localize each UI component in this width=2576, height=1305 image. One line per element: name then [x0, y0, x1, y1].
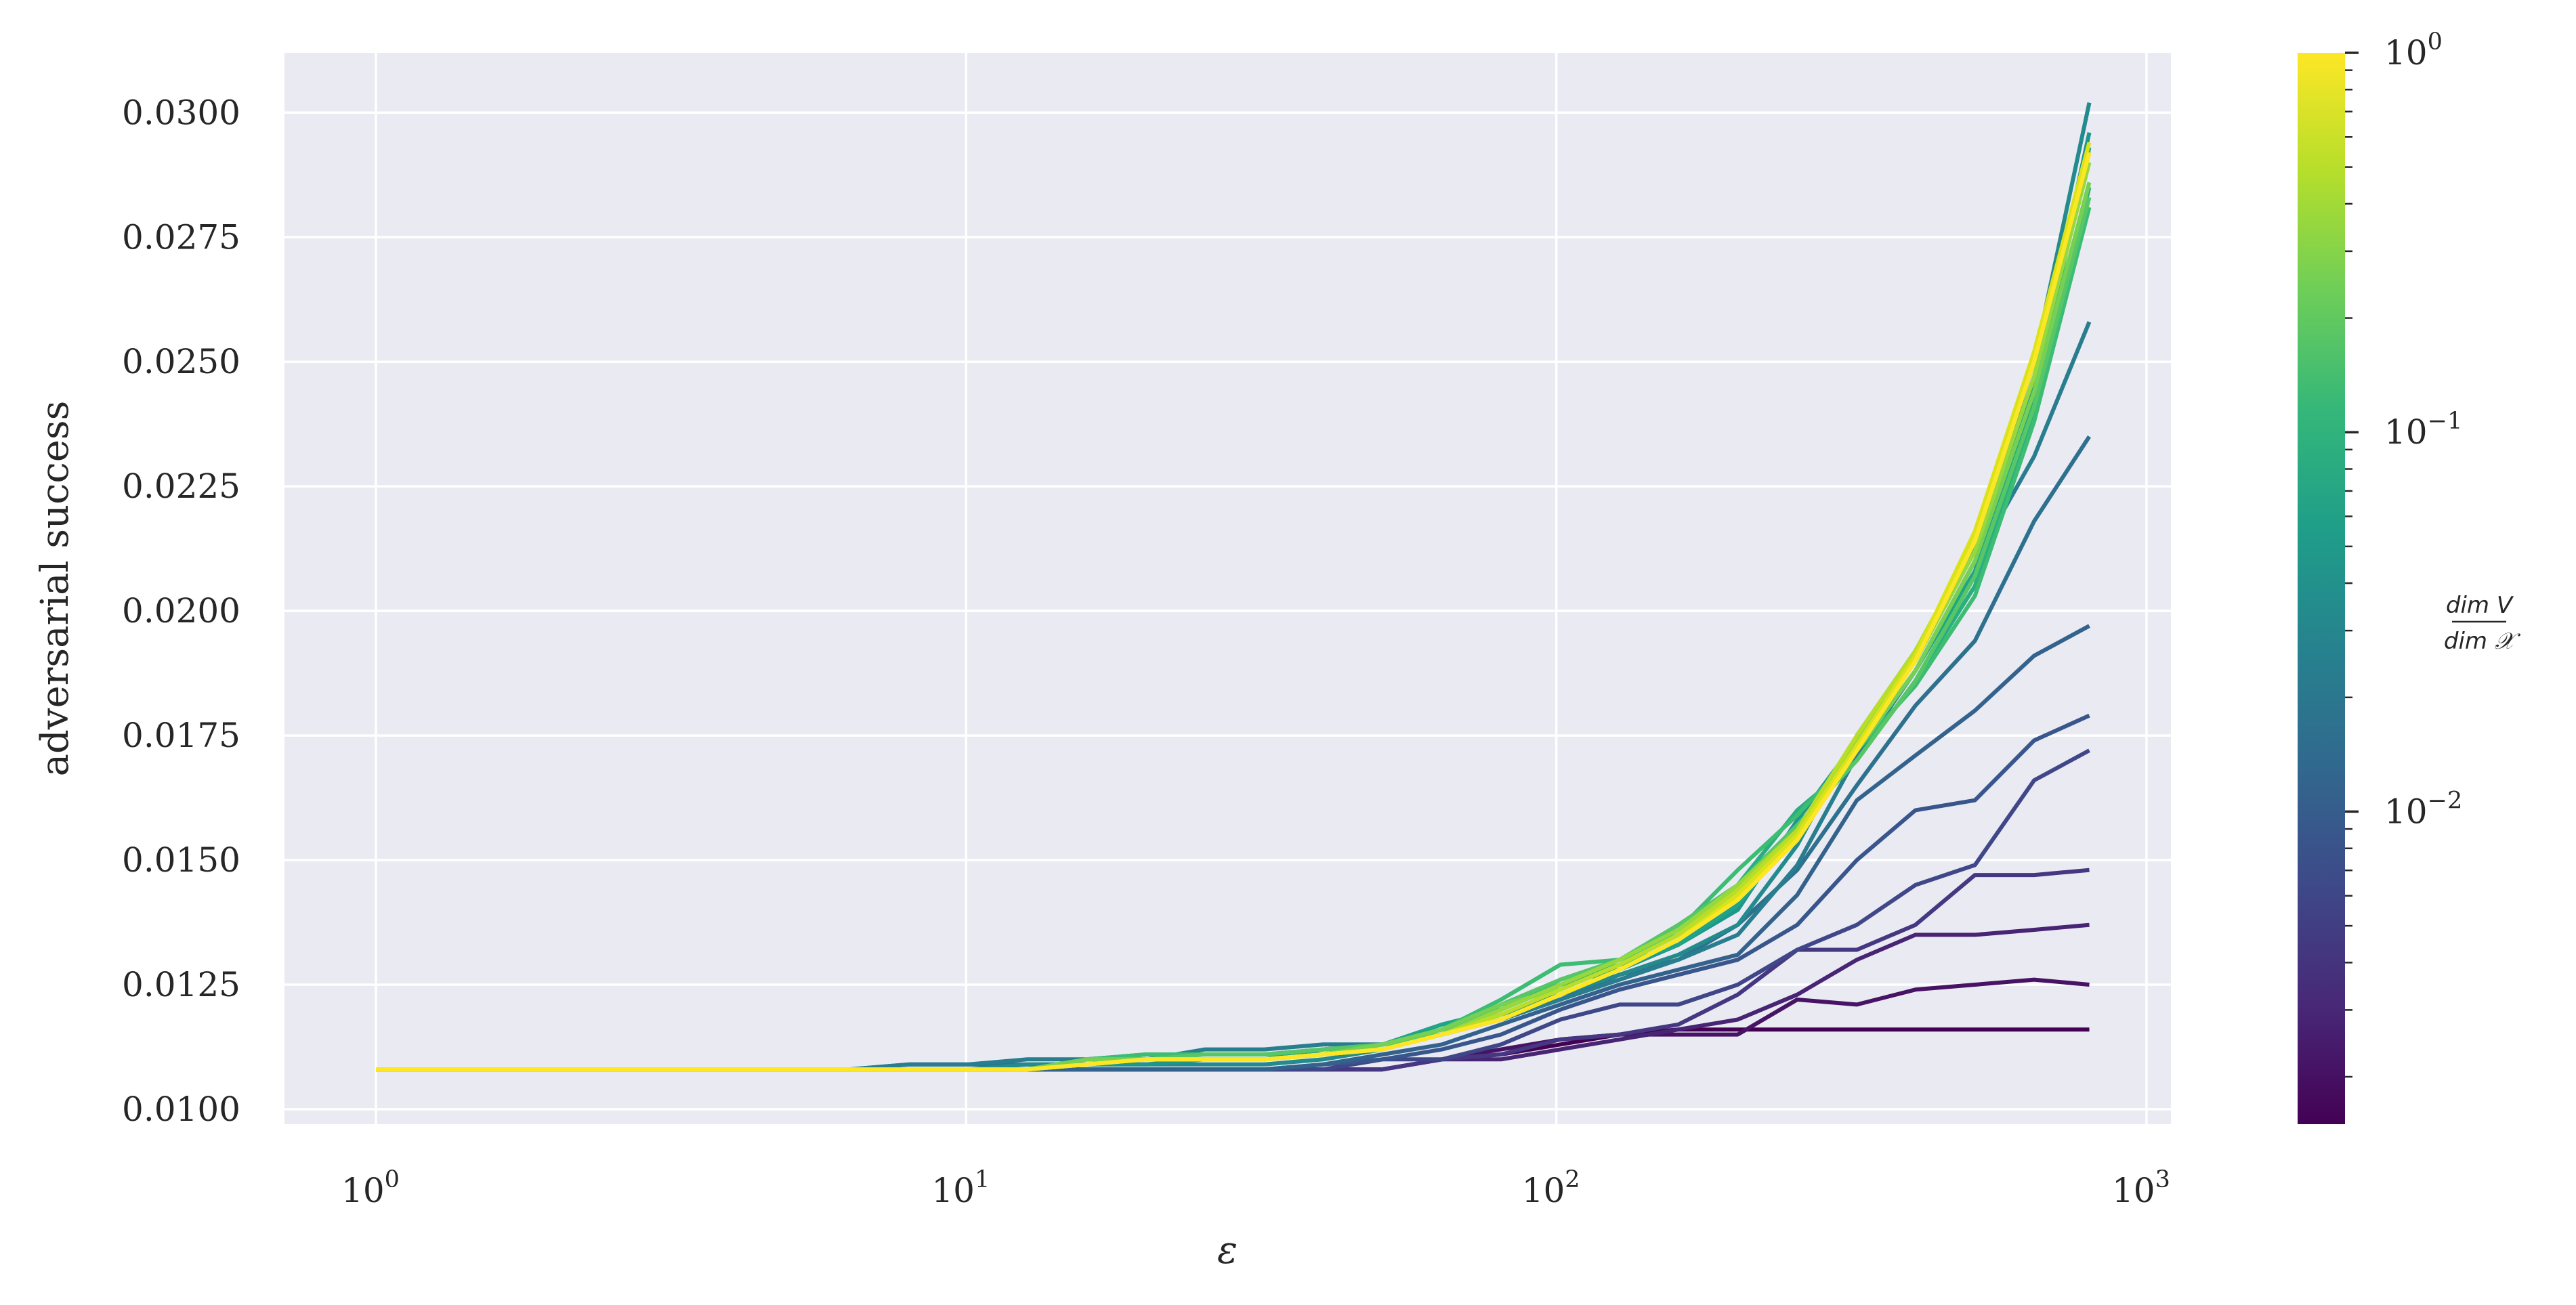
- y-tick-label: 0.0125: [122, 965, 240, 1004]
- x-tick-label: 100: [341, 1166, 400, 1210]
- series-line: [376, 152, 2092, 1072]
- colorbar-label: dim V dim 𝒳: [2444, 592, 2521, 655]
- y-tick-label: 0.0150: [122, 840, 240, 880]
- y-tick-label: 0.0100: [122, 1090, 240, 1129]
- series-lines: [376, 102, 2092, 1072]
- plot-background: [284, 53, 2171, 1124]
- colorbar: 100 10−1 10−2 dim V dim 𝒳: [2298, 28, 2521, 1124]
- y-tick-label: 0.0175: [122, 716, 240, 755]
- colorbar-label-numerator: dim V: [2446, 592, 2514, 619]
- y-tick-label: 0.0300: [122, 93, 240, 132]
- colorbar-tick-label: 10−1: [2384, 408, 2462, 452]
- y-tick-label: 0.0200: [122, 591, 240, 630]
- colorbar-ticks: 100 10−1 10−2: [2345, 28, 2462, 1078]
- y-tick-label: 0.0225: [122, 467, 240, 506]
- colorbar-label-denominator: dim 𝒳: [2444, 628, 2521, 655]
- y-tick-label: 0.0250: [122, 342, 240, 381]
- grid: [284, 53, 2171, 1124]
- y-axis-label: adversarial success: [33, 401, 77, 777]
- x-axis-label: ε: [1217, 1228, 1238, 1272]
- x-tick-label: 102: [1522, 1166, 1580, 1210]
- x-tick-label: 101: [931, 1166, 990, 1210]
- colorbar-tick-label: 10−2: [2384, 787, 2462, 831]
- x-tick-label: 103: [2112, 1166, 2170, 1210]
- colorbar-tick-label: 100: [2384, 28, 2443, 72]
- colorbar-gradient: [2298, 53, 2345, 1124]
- y-tick-label: 0.0275: [122, 217, 240, 257]
- x-axis-ticks: 100 101 102 103: [341, 1166, 2170, 1210]
- y-axis-ticks: 0.0100 0.0125 0.0150 0.0175 0.0200 0.0225 0.02…: [122, 93, 240, 1129]
